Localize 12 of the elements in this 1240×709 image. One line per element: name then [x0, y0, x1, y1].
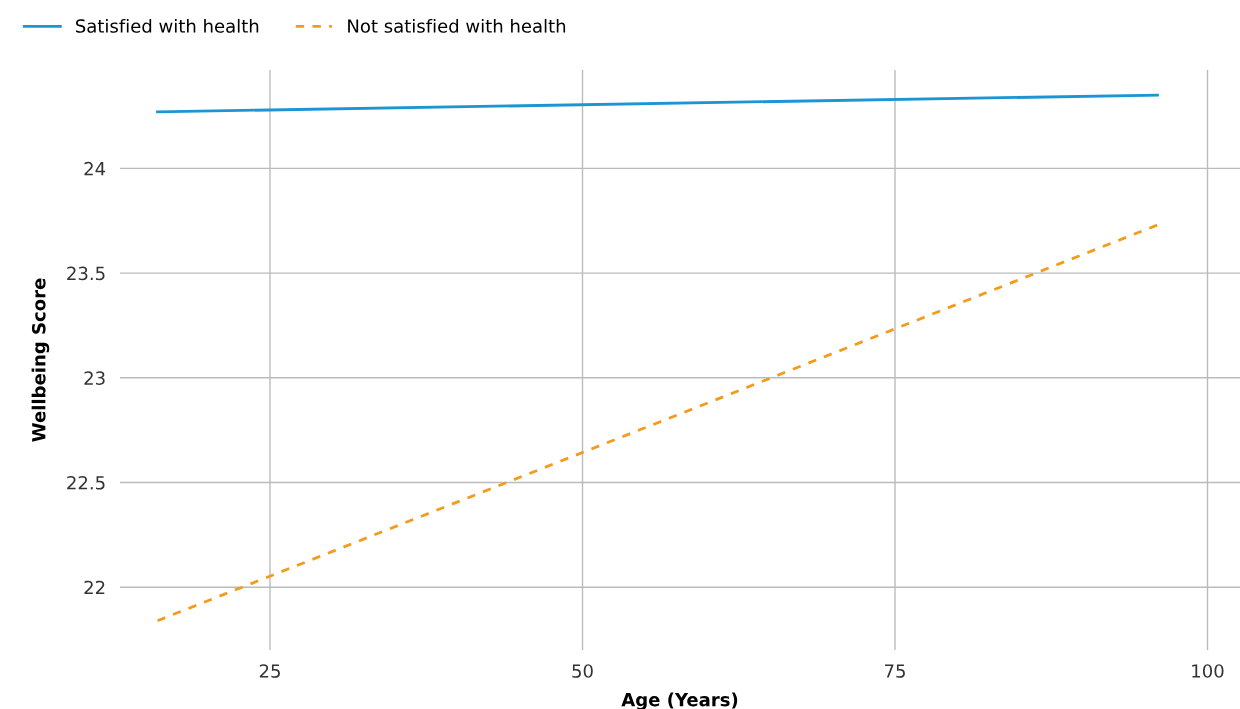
y-tick-label: 22 [84, 580, 105, 595]
x-tick-label: 25 [259, 664, 280, 678]
y-axis-title: Wellbeing Score [31, 278, 50, 442]
x-tick-label: 75 [884, 664, 905, 678]
y-tick-label: 22.5 [67, 475, 105, 490]
legend-label: Not satisfied with health [348, 18, 566, 33]
x-tick-label: 50 [572, 664, 593, 678]
y-tick-label: 23 [84, 371, 105, 385]
y-tick-label: 24 [84, 161, 106, 176]
y-tick-label: 23.5 [67, 266, 105, 281]
x-tick-label: 100 [1192, 664, 1224, 678]
legend-label: Satisfied with health [76, 18, 259, 33]
